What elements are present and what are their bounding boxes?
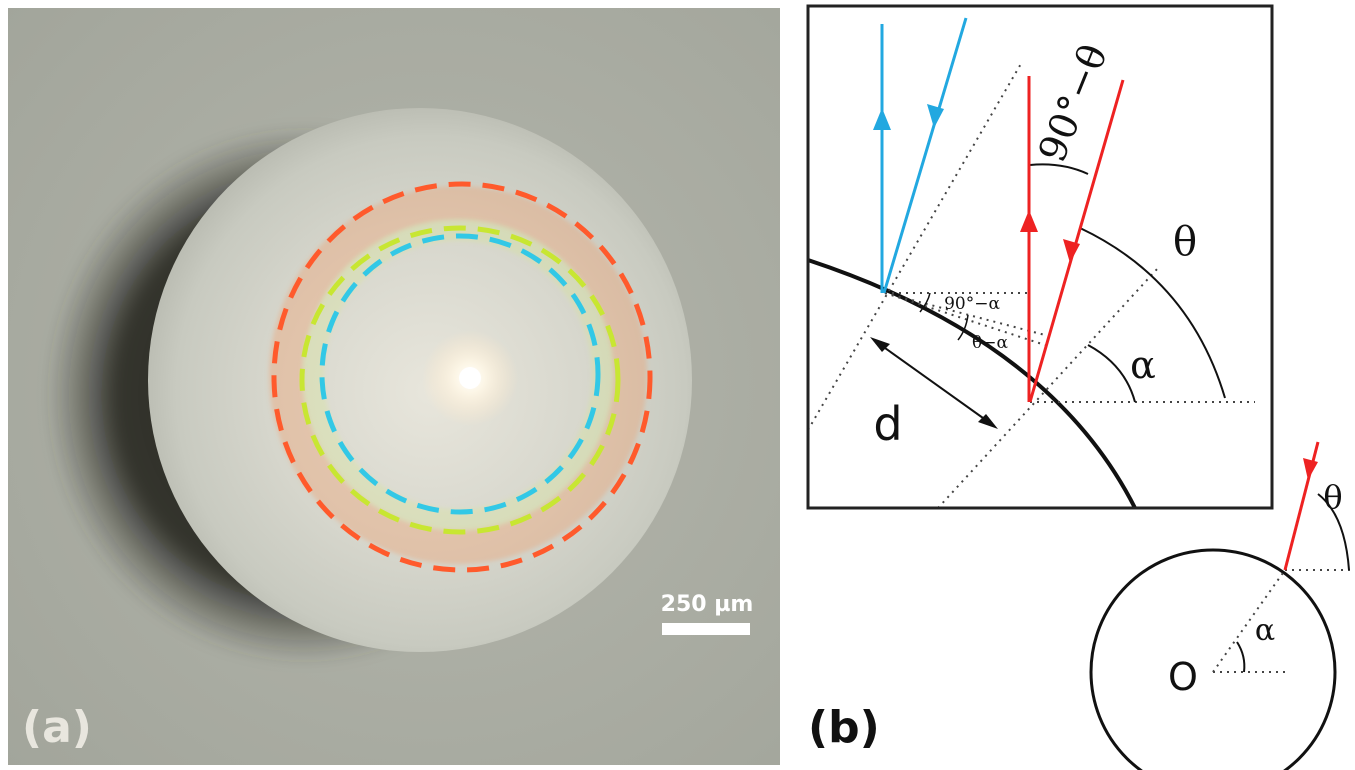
inner-dashed-ring bbox=[319, 233, 601, 515]
outer-dashed-ring bbox=[271, 181, 653, 573]
panel-a-photo: 250 µm (a) bbox=[8, 8, 780, 765]
angle-arc-90-theta bbox=[1029, 163, 1089, 175]
distance-arrow bbox=[877, 342, 991, 424]
normal-line-right bbox=[937, 267, 1159, 508]
sphere-outline bbox=[1089, 548, 1337, 770]
sphere-theta-arc bbox=[1317, 493, 1350, 571]
angle-arc-alpha bbox=[1087, 344, 1136, 403]
panel-a-label: (a) bbox=[22, 702, 92, 753]
angle-arc-theta bbox=[1079, 227, 1226, 399]
inset-frame bbox=[806, 4, 1274, 510]
droplet-surface-arc bbox=[808, 258, 1137, 508]
distance-arrowhead-end bbox=[978, 414, 998, 429]
sphere-label-theta: θ bbox=[1323, 478, 1342, 516]
angle-arc-theta-alpha bbox=[957, 314, 969, 341]
red-incident-ray bbox=[1028, 79, 1125, 403]
reference-line-b bbox=[884, 292, 1046, 346]
scale-bar-label: 250 µm bbox=[661, 592, 754, 617]
blue-incident-ray bbox=[882, 17, 968, 294]
blue-ray-arrow-down bbox=[927, 104, 944, 128]
distance-arrowhead-start bbox=[870, 337, 890, 352]
angle-label-theta: θ bbox=[1173, 219, 1197, 265]
scale-bar bbox=[662, 623, 750, 635]
distance-label: d bbox=[873, 397, 902, 451]
sphere-ray-arrow bbox=[1303, 458, 1318, 480]
red-ray-arrow-down bbox=[1063, 239, 1080, 263]
panel-b-inset: 90°−θ θ α 90°−α θ−α d bbox=[806, 4, 1274, 510]
angle-label-theta-minus-alpha: θ−α bbox=[972, 333, 1008, 353]
iridescent-band-outer bbox=[269, 186, 647, 564]
normal-line-left bbox=[808, 61, 1023, 431]
sphere-alpha-arc bbox=[1236, 641, 1246, 673]
sphere-label-center: O bbox=[1168, 655, 1198, 699]
panel-b-label: (b) bbox=[808, 702, 880, 753]
sphere-label-alpha: α bbox=[1255, 613, 1275, 648]
red-ray-arrow-up bbox=[1020, 210, 1038, 232]
blue-ray-arrow-up bbox=[873, 108, 891, 130]
angle-label-alpha: α bbox=[1130, 343, 1156, 387]
sphere-schematic: θ α O bbox=[1089, 441, 1350, 770]
angle-label-90-minus-alpha: 90°−α bbox=[944, 294, 1000, 314]
angle-arc-90-alpha bbox=[919, 292, 931, 313]
middle-dashed-ring bbox=[299, 225, 621, 535]
center-highlight bbox=[459, 367, 481, 389]
